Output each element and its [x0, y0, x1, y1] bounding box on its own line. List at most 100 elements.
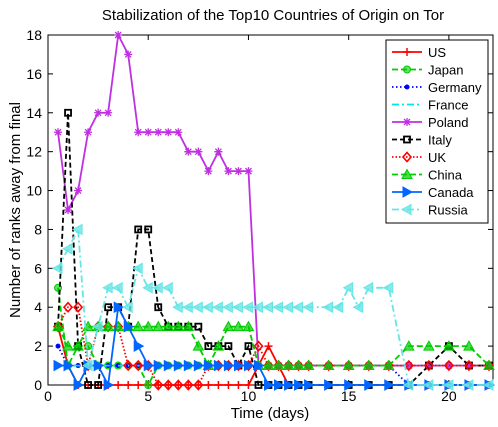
series-layer	[51, 31, 496, 391]
series-china	[52, 320, 495, 371]
series-russia	[51, 223, 494, 391]
point-china-2	[72, 340, 84, 351]
point-italy-8	[134, 225, 143, 234]
x-tick-label-2: 10	[241, 388, 257, 404]
point-poland-15	[204, 167, 213, 176]
legend-label-uk: UK	[428, 150, 446, 165]
point-canada-17	[223, 359, 235, 372]
point-canada-12	[173, 359, 185, 372]
point-china-21	[262, 359, 275, 371]
point-russia-28	[342, 281, 354, 294]
legend-marker-germany	[404, 84, 410, 90]
point-russia-8	[132, 262, 143, 275]
legend-item-japan: Japan	[392, 63, 463, 78]
point-italy-17	[224, 342, 233, 351]
point-china-33	[463, 340, 475, 351]
point-poland-6	[114, 31, 123, 39]
point-uk-0	[52, 320, 64, 333]
legend-label-france: France	[428, 98, 468, 113]
point-canada-29	[384, 379, 395, 391]
legend-item-germany: Germany	[392, 80, 482, 95]
point-poland-18	[234, 167, 243, 176]
point-canada-18	[233, 359, 245, 372]
point-us-19	[244, 381, 253, 389]
point-uk-22	[273, 359, 284, 372]
legend-item-russia: Russia	[392, 203, 469, 218]
point-italy-1	[64, 108, 72, 117]
point-poland-1	[64, 206, 73, 214]
point-china-12	[172, 320, 185, 332]
point-china-31	[423, 340, 435, 351]
point-canada-14	[193, 359, 205, 372]
point-russia-3	[82, 359, 93, 372]
point-canada-13	[183, 359, 195, 372]
legend-label-us: US	[428, 45, 446, 60]
point-canada-4	[93, 359, 105, 372]
point-poland-30	[404, 361, 413, 370]
point-china-5	[102, 320, 114, 332]
point-italy-14	[194, 322, 203, 331]
point-poland-14	[194, 147, 203, 156]
point-russia-33	[422, 379, 434, 391]
point-china-26	[322, 359, 335, 371]
point-uk-2	[72, 301, 84, 313]
point-canada-11	[163, 359, 175, 372]
point-russia-32	[402, 379, 414, 391]
legend-label-italy: Italy	[428, 133, 452, 148]
point-us-16	[214, 381, 223, 389]
point-us-7	[124, 381, 133, 389]
point-poland-10	[154, 128, 163, 137]
point-poland-11	[164, 128, 173, 137]
point-us-8	[134, 381, 143, 389]
point-us-6	[114, 381, 123, 389]
point-canada-15	[203, 359, 215, 372]
point-uk-31	[423, 359, 434, 372]
point-china-9	[142, 320, 155, 332]
point-poland-8	[134, 128, 143, 137]
point-italy-3	[84, 381, 92, 389]
point-russia-2	[72, 223, 83, 236]
point-uk-5	[103, 320, 114, 333]
legend-label-poland: Poland	[428, 115, 468, 130]
point-canada-24	[294, 379, 305, 391]
y-tick-label-9: 18	[26, 27, 42, 43]
point-us-17	[224, 381, 233, 389]
point-italy-20	[254, 381, 263, 389]
point-russia-0	[51, 262, 63, 275]
point-russia-29	[352, 301, 364, 314]
point-us-10	[154, 381, 163, 389]
y-tick-label-1: 2	[34, 338, 42, 354]
point-canada-6	[113, 301, 125, 314]
point-poland-13	[184, 147, 193, 156]
point-germany-0	[55, 343, 61, 349]
point-uk-25	[303, 359, 314, 372]
point-canada-5	[103, 379, 115, 391]
point-russia-34	[442, 379, 454, 391]
point-uk-20	[253, 340, 264, 352]
point-russia-30	[362, 281, 374, 294]
y-tick-label-5: 10	[26, 183, 42, 199]
point-china-30	[402, 340, 415, 351]
point-canada-20	[253, 359, 265, 372]
point-china-29	[382, 359, 395, 371]
legend-item-poland: Poland	[392, 115, 468, 130]
point-us-15	[204, 381, 213, 389]
point-uk-30	[403, 359, 414, 372]
point-china-10	[152, 320, 165, 332]
legend-marker-uk	[401, 151, 413, 163]
legend-marker-china	[401, 168, 413, 179]
point-uk-32	[443, 359, 454, 372]
point-poland-16	[214, 147, 223, 156]
point-china-19	[242, 320, 255, 332]
legend: US Japan Germany France Poland Italy UK China Ca…	[385, 39, 489, 224]
point-poland-2	[74, 186, 83, 195]
point-china-34	[483, 359, 495, 371]
y-axis-label: Number of ranks away from final	[7, 102, 24, 318]
point-poland-3	[84, 128, 93, 137]
legend-marker-canada	[402, 186, 414, 198]
point-canada-10	[153, 359, 165, 372]
point-uk-8	[133, 359, 144, 372]
point-canada-0	[53, 359, 65, 372]
point-canada-8	[133, 340, 145, 352]
legend-label-canada: Canada	[428, 185, 474, 200]
